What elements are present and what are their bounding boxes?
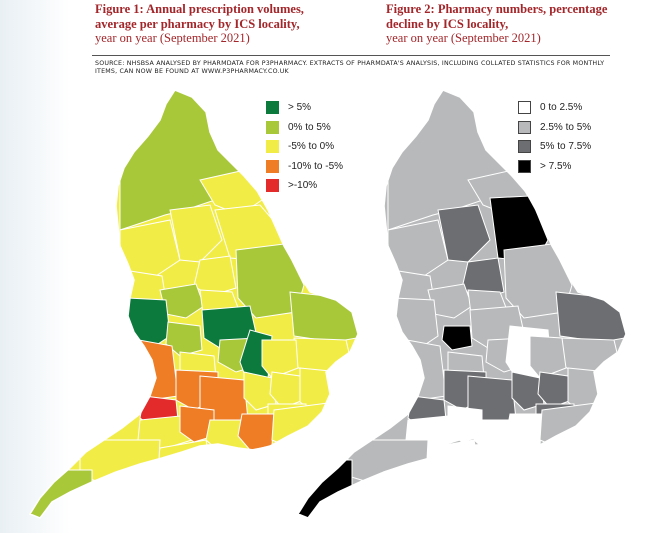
figure1-legend: > 5% 0% to 5% -5% to 0% -10% to -5% >-10%	[266, 100, 343, 198]
figure1-heading: Figure 1: Annual prescription volumes, a…	[95, 2, 345, 46]
divider-rule	[92, 55, 610, 56]
figure1-legend-swatch	[266, 120, 279, 134]
figure2-legend-swatch	[518, 120, 531, 134]
figure2-legend-item: > 7.5%	[518, 159, 591, 174]
figure1-legend-item: 0% to 5%	[266, 120, 343, 135]
map2-region-black-country	[441, 325, 473, 351]
map1-region-bedfordshire	[243, 371, 277, 411]
figure2-title: Figure 2: Pharmacy numbers, percentage d…	[386, 2, 608, 31]
figure2-legend-label: > 7.5%	[540, 160, 572, 172]
figure1-legend-item: >-10%	[266, 178, 343, 193]
figure1-legend-swatch	[266, 140, 279, 153]
map1-region-norfolk	[289, 291, 358, 343]
figure2-legend-label: 0 to 2.5%	[540, 102, 583, 113]
map2-region-norfolk	[555, 291, 626, 343]
map1-prescription-volumes	[29, 89, 359, 519]
maps-svg	[29, 89, 627, 519]
map1-region-kent	[271, 401, 337, 451]
map1-region-cambridgeshire	[261, 339, 299, 379]
figure1-legend-label: > 5%	[288, 102, 312, 113]
figure2-legend-label: 2.5% to 5%	[540, 121, 592, 133]
figure1-legend-item: -5% to 0%	[266, 139, 343, 154]
figure2-legend-swatch	[518, 140, 531, 153]
figure1-title: Figure 1: Annual prescription volumes, a…	[95, 2, 304, 31]
figure2-legend: 0 to 2.5% 2.5% to 5% 5% to 7.5% > 7.5%	[518, 100, 591, 178]
figure2-legend-label: 5% to 7.5%	[540, 141, 592, 152]
figure1-legend-label: 0% to 5%	[288, 121, 331, 133]
figure1-legend-item: > 5%	[266, 100, 343, 115]
source-note: SOURCE: NHSBSA ANALYSED BY PHARMDATA FOR…	[95, 60, 605, 75]
figure1-subtitle: year on year (September 2021)	[95, 31, 250, 45]
map2-region-shropshire	[393, 297, 439, 349]
figure2-legend-item: 2.5% to 5%	[518, 120, 591, 135]
map2-region-wiltshire	[447, 405, 483, 443]
figure1-legend-label: -10% to -5%	[288, 160, 344, 172]
map2-region-cambridgeshire	[529, 335, 567, 379]
map2-region-isle-of-wight	[481, 451, 509, 471]
figure1-legend-swatch	[266, 159, 279, 173]
figure1-legend-swatch	[266, 179, 279, 192]
figure1-legend-item: -10% to -5%	[266, 159, 343, 174]
figure2-subtitle: year on year (September 2021)	[386, 31, 541, 45]
figure1-legend-label: -5% to 0%	[288, 141, 335, 152]
map2-region-kent	[539, 401, 605, 451]
map1-region-west-yorkshire	[169, 204, 223, 263]
figure2-legend-item: 5% to 7.5%	[518, 139, 591, 154]
figure1-legend-swatch	[266, 101, 279, 114]
figure2-legend-swatch	[518, 101, 531, 114]
map2-region-bedfordshire	[511, 371, 545, 411]
figure2-legend-item: 0 to 2.5%	[518, 100, 591, 115]
figure1-legend-label: >-10%	[288, 180, 318, 191]
background-fade	[0, 0, 70, 533]
map2-region-cornwall	[298, 459, 353, 518]
figure2-legend-swatch	[518, 159, 531, 173]
figure2-heading: Figure 2: Pharmacy numbers, percentage d…	[386, 2, 636, 46]
map1-region-wiltshire	[179, 405, 215, 443]
map2-region-west-yorkshire	[437, 204, 491, 263]
map1-region-shropshire	[125, 297, 171, 349]
